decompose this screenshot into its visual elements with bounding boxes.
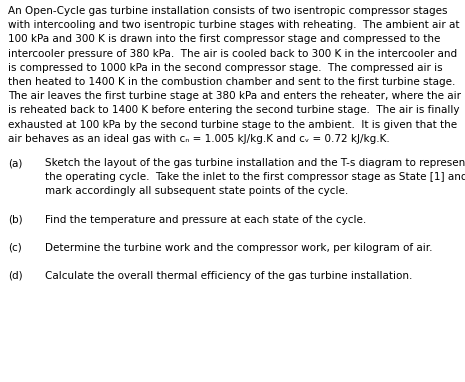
Text: The air leaves the first turbine stage at 380 kPa and enters the reheater, where: The air leaves the first turbine stage a… (8, 91, 461, 101)
Text: (c): (c) (8, 243, 22, 253)
Text: exhausted at 100 kPa by the second turbine stage to the ambient.  It is given th: exhausted at 100 kPa by the second turbi… (8, 120, 457, 129)
Text: Find the temperature and pressure at each state of the cycle.: Find the temperature and pressure at eac… (45, 215, 366, 225)
Text: Sketch the layout of the gas turbine installation and the T-s diagram to represe: Sketch the layout of the gas turbine ins… (45, 158, 465, 168)
Text: Determine the turbine work and the compressor work, per kilogram of air.: Determine the turbine work and the compr… (45, 243, 432, 253)
Text: An Open-Cycle gas turbine installation consists of two isentropic compressor sta: An Open-Cycle gas turbine installation c… (8, 6, 447, 16)
Text: Calculate the overall thermal efficiency of the gas turbine installation.: Calculate the overall thermal efficiency… (45, 271, 412, 281)
Text: mark accordingly all subsequent state points of the cycle.: mark accordingly all subsequent state po… (45, 186, 348, 196)
Text: (b): (b) (8, 215, 23, 225)
Text: intercooler pressure of 380 kPa.  The air is cooled back to 300 K in the interco: intercooler pressure of 380 kPa. The air… (8, 49, 457, 58)
Text: 100 kPa and 300 K is drawn into the first compressor stage and compressed to the: 100 kPa and 300 K is drawn into the firs… (8, 34, 440, 44)
Text: the operating cycle.  Take the inlet to the first compressor stage as State [1] : the operating cycle. Take the inlet to t… (45, 172, 465, 182)
Text: is reheated back to 1400 K before entering the second turbine stage.  The air is: is reheated back to 1400 K before enteri… (8, 105, 459, 115)
Text: then heated to 1400 K in the combustion chamber and sent to the first turbine st: then heated to 1400 K in the combustion … (8, 77, 455, 87)
Text: is compressed to 1000 kPa in the second compressor stage.  The compressed air is: is compressed to 1000 kPa in the second … (8, 63, 443, 73)
Text: (d): (d) (8, 271, 23, 281)
Text: (a): (a) (8, 158, 22, 168)
Text: air behaves as an ideal gas with cₙ = 1.005 kJ/kg.K and cᵥ = 0.72 kJ/kg.K.: air behaves as an ideal gas with cₙ = 1.… (8, 134, 390, 144)
Text: with intercooling and two isentropic turbine stages with reheating.  The ambient: with intercooling and two isentropic tur… (8, 20, 459, 30)
